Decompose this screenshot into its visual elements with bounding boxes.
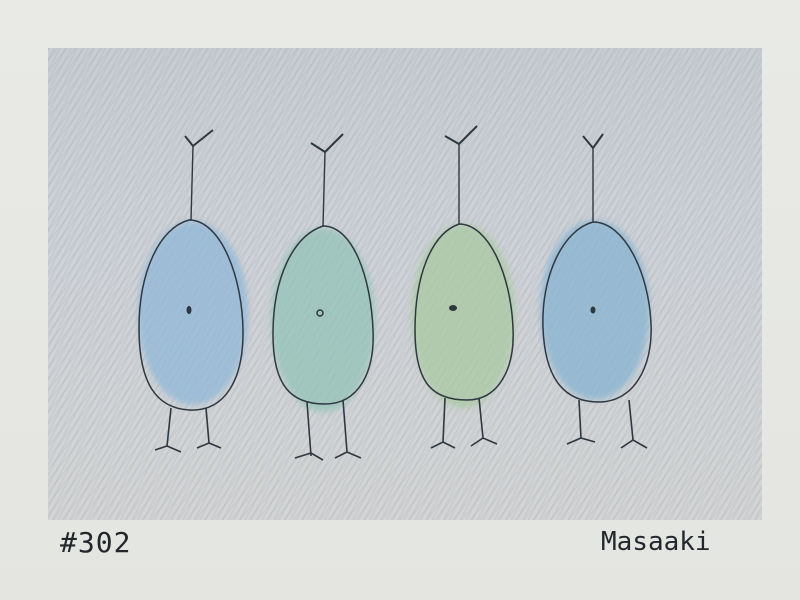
drawing-area [48, 48, 762, 520]
bird-1-wash [138, 221, 248, 405]
birds-illustration [138, 125, 652, 461]
bird-4-legs [566, 399, 648, 449]
bird-1-beak [184, 129, 214, 147]
bird-3-body [414, 223, 514, 401]
bird-3-legs [430, 397, 498, 449]
bird-1 [138, 129, 248, 453]
artwork-number: #302 [60, 526, 132, 559]
bird-1-neck [190, 145, 194, 221]
bird-2-neck [322, 151, 326, 227]
bird-1-legs [154, 407, 222, 453]
bird-2-legs [294, 399, 362, 461]
bird-4-beak [582, 133, 604, 149]
bird-3-wash [411, 224, 515, 408]
bird-2-beak [310, 133, 344, 153]
artist-signature: Masaaki [601, 527, 711, 557]
bird-1-body [138, 219, 244, 411]
bird-4-eye [590, 306, 596, 314]
bird-3 [411, 125, 515, 449]
bird-3-beak [444, 125, 478, 145]
bird-2-eye [316, 309, 324, 317]
bird-4 [540, 133, 652, 449]
bird-2-body [272, 225, 374, 405]
bird-2 [271, 133, 375, 461]
bird-2-wash [271, 228, 375, 412]
bird-1-eye [186, 306, 192, 314]
bird-4-body [542, 221, 652, 403]
bird-3-eye [449, 305, 457, 311]
